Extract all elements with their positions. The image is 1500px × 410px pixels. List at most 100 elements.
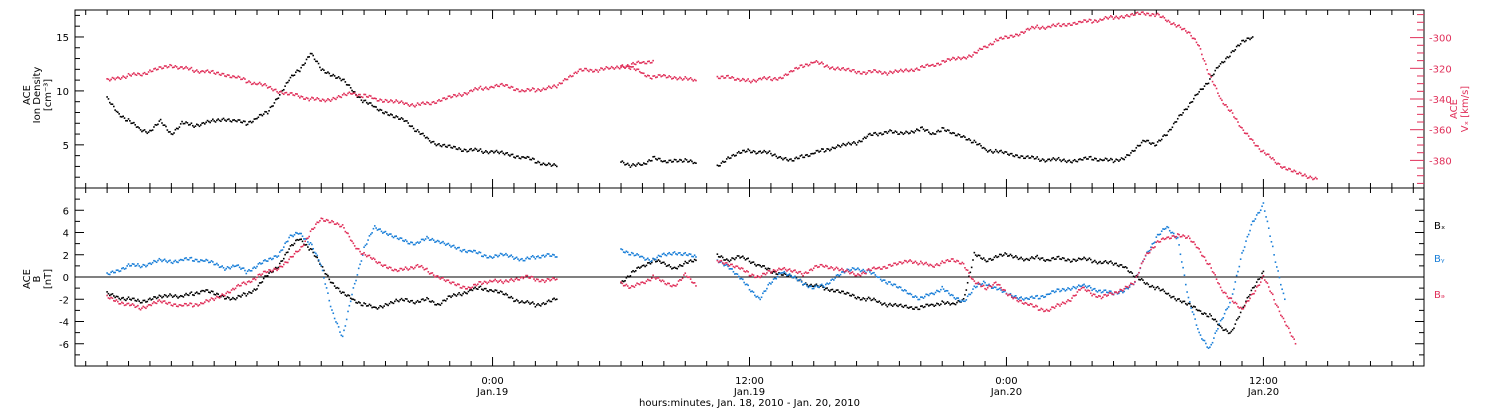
field-bx-point [867,296,870,299]
field-bx-point [1017,258,1020,261]
field-bz-point [394,268,396,271]
field-by-point [454,246,456,249]
field-bx-point [195,291,198,293]
field-bz-point [861,272,863,275]
density-point [489,151,491,154]
field-by-point [1017,298,1020,300]
field-bz-point [331,219,333,222]
density-point [827,148,830,151]
velocity-point [189,67,191,70]
density-point [1063,158,1065,161]
field-by-point [1110,290,1112,293]
velocity-point [452,93,455,96]
field-bz-point [1269,290,1271,293]
velocity-point [1130,13,1132,16]
density-point [435,144,438,147]
field-bx-point [957,299,960,302]
density-point [858,139,861,142]
velocity-point [886,74,889,76]
field-bz-point [1146,252,1148,254]
density-point [994,148,997,151]
field-bz-point [1111,293,1113,296]
field-bx-point [980,257,982,259]
field-bz-point [451,281,454,284]
field-bz-point [1116,292,1119,295]
field-bx-point [473,287,475,290]
density-point [653,155,656,158]
density-point [208,120,210,123]
velocity-point [592,71,594,73]
field-bz-point [739,268,741,270]
velocity-point [905,68,907,70]
field-bz-point [774,269,776,272]
field-bx-point [736,255,739,257]
field-bx-point [518,302,521,304]
density-point [985,149,988,152]
velocity-point [147,71,150,73]
field-by-point [257,263,260,265]
density-point [835,146,838,148]
field-by-point [668,251,671,254]
velocity-point [205,70,207,72]
density-point [905,130,907,133]
velocity-point [121,76,123,79]
field-by-point [300,232,302,235]
density-point [903,132,906,134]
field-by-point [477,252,479,255]
velocity-point [388,100,391,103]
field-bx-point [624,280,626,282]
field-bx-point [292,244,294,247]
field-bx-point [993,256,996,259]
field-bx-point [183,294,186,296]
density-point [914,130,917,132]
density-point [695,162,697,164]
field-bx-point [1043,259,1045,261]
field-bx-point [351,298,353,300]
field-bx-point [970,266,973,269]
velocity-point [842,67,844,69]
density-point [986,151,989,153]
velocity-point [311,96,313,99]
density-point [847,141,850,144]
field-bz-point [667,282,669,285]
field-bz-point [887,264,890,266]
field-bz-point [479,281,482,283]
field-bx-point [377,306,380,309]
velocity-point [364,93,367,96]
density-point [118,113,120,115]
field-bz-point [818,266,820,268]
velocity-point [1183,27,1186,30]
field-bz-point [178,304,181,306]
density-point [1108,159,1111,161]
field-bz-point [1230,297,1233,300]
field-by-point [108,273,111,276]
density-point [428,140,431,142]
field-bx-point [226,296,229,298]
velocity-point [1290,170,1293,173]
velocity-point [1211,80,1214,83]
field-bz-point [950,258,953,260]
velocity-point [1088,18,1091,21]
field-bz-point [149,303,151,306]
density-point [210,119,213,122]
velocity-point [260,83,262,85]
field-by-point [291,234,293,237]
field-bx-point [201,289,203,292]
field-bx-point [688,260,691,262]
field-by-point [379,228,381,230]
velocity-point [1106,16,1108,19]
field-bx-point [1188,302,1191,305]
velocity-point [634,69,637,72]
field-by-point [1037,297,1040,300]
density-point [250,121,253,124]
field-by-point [1269,235,1271,237]
field-bx-point [1159,289,1162,292]
field-bz-point [139,308,142,311]
field-bz-point [1138,271,1140,274]
field-bx-point [456,293,459,296]
field-by-point [1247,233,1250,236]
field-by-point [515,256,518,259]
field-by-point [824,283,827,286]
field-bz-point [266,271,269,273]
density-point [792,160,795,162]
